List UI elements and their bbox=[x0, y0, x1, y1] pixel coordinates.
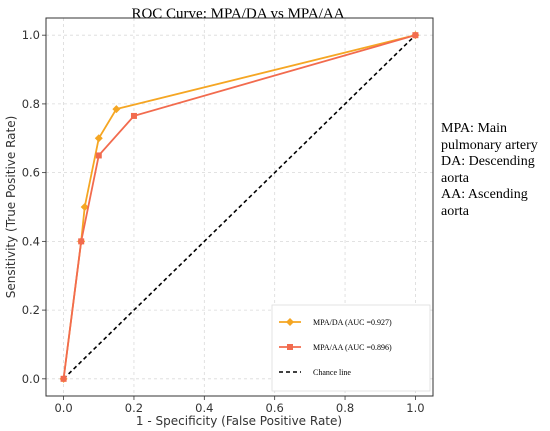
data-point-mpa-aa-auc-0-896 bbox=[60, 375, 67, 382]
chance-line-layer bbox=[63, 34, 416, 380]
x-tick-label: 0.2 bbox=[125, 401, 143, 415]
data-point-mpa-aa-auc-0-896 bbox=[95, 152, 102, 159]
series-layer bbox=[59, 31, 420, 383]
series-line-chance-line bbox=[63, 34, 416, 380]
y-tick-label: 0.4 bbox=[22, 234, 40, 248]
plot-frame bbox=[45, 17, 434, 397]
x-axis-label: 1 - Specificity (False Positive Rate) bbox=[136, 414, 342, 428]
y-tick-label: 0.6 bbox=[22, 166, 40, 180]
y-tick-label: 1.0 bbox=[22, 28, 40, 42]
note-mpa: MPA: Main pulmonary artery bbox=[441, 121, 538, 153]
x-ticks: 0.0 0.2 0.4 0.6 0.8 1.0 bbox=[54, 396, 425, 415]
x-tick-label: 1.0 bbox=[406, 401, 424, 415]
data-point-mpa-da-auc-0-927 bbox=[80, 203, 89, 211]
note-aa: AA: Ascending aorta bbox=[441, 187, 528, 219]
y-axis-label: Sensitivity (True Positive Rate) bbox=[4, 116, 18, 299]
data-point-mpa-da-auc-0-927 bbox=[94, 134, 103, 143]
y-tick-label: 0.8 bbox=[22, 97, 40, 111]
data-point-mpa-aa-auc-0-896 bbox=[78, 238, 85, 245]
legend-label-mpa-aa-auc-0-896: MPA/AA (AUC =0.896) bbox=[313, 343, 392, 352]
data-point-mpa-aa-auc-0-896 bbox=[130, 112, 137, 119]
y-tick-label: 0.0 bbox=[22, 372, 40, 386]
data-point-mpa-da-auc-0-927 bbox=[112, 105, 121, 114]
abbreviation-notes: MPA: Main pulmonary artery DA: Descendin… bbox=[441, 121, 550, 220]
x-tick-label: 0.8 bbox=[336, 401, 354, 415]
y-tick-label: 0.2 bbox=[22, 303, 40, 317]
x-tick-label: 0.0 bbox=[54, 401, 72, 415]
x-tick-label: 0.4 bbox=[195, 401, 213, 415]
y-ticks: 0.0 0.2 0.4 0.6 0.8 1.0 bbox=[22, 28, 46, 386]
x-tick-label: 0.6 bbox=[266, 401, 284, 415]
chart-title: ROC Curve: MPA/DA vs MPA/AA bbox=[131, 6, 344, 22]
legend-marker-mpa-aa-auc-0-896 bbox=[287, 344, 293, 350]
legend-label-chance-line: Chance line bbox=[313, 368, 351, 377]
grid bbox=[46, 18, 433, 396]
legend-label-mpa-da-auc-0-927: MPA/DA (AUC =0.927) bbox=[313, 318, 392, 327]
legend: MPA/DA (AUC =0.927) MPA/AA (AUC =0.896) Ch… bbox=[271, 304, 431, 392]
legend-marker-mpa-da-auc-0-927 bbox=[286, 318, 294, 326]
legend-box bbox=[271, 304, 431, 392]
note-da: DA: Descending aorta bbox=[441, 154, 535, 186]
data-point-mpa-aa-auc-0-896 bbox=[412, 32, 419, 39]
